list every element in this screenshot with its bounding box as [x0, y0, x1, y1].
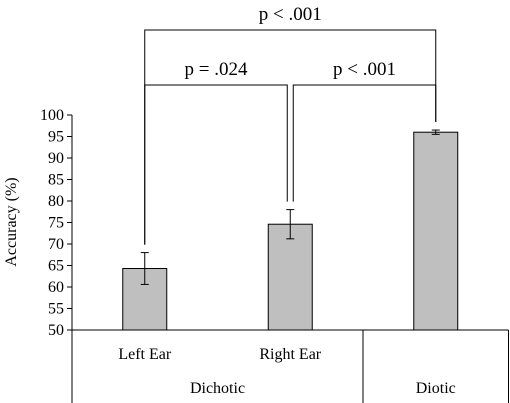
bar [413, 131, 459, 331]
significance-label: p < .001 [333, 59, 396, 80]
significance-bracket [144, 29, 437, 245]
bars-layer [122, 131, 459, 331]
chart-axes: 50 55 60 65 70 75 80 85 90 95 100 [40, 107, 509, 403]
y-tick-label: 85 [48, 172, 64, 189]
error-bars-layer [140, 129, 440, 285]
group-label: Diotic [416, 380, 456, 397]
y-tick-label: 90 [48, 150, 64, 167]
y-tick-label: 50 [48, 322, 64, 339]
y-tick-label: 70 [48, 236, 64, 253]
y-tick-label: 60 [48, 279, 64, 296]
category-labels: Left Ear Right Ear Dichotic Diotic [118, 346, 455, 397]
significance-label: p < .001 [259, 4, 322, 25]
y-tick-label: 80 [48, 193, 64, 210]
significance-label: p = .024 [185, 59, 248, 80]
y-tick-label: 100 [40, 107, 64, 124]
y-axis-label: Accuracy (%) [3, 177, 20, 266]
significance-bracket [144, 84, 288, 245]
y-tick-label: 95 [48, 129, 64, 146]
group-label: Dichotic [190, 380, 245, 397]
bar [267, 223, 313, 331]
y-tick-label: 55 [48, 301, 64, 318]
y-tick-label: 75 [48, 215, 64, 232]
y-tick-label: 65 [48, 258, 64, 275]
x-tick-label: Right Ear [259, 346, 321, 363]
significance-brackets: p = .024 p < .001 p < .001 [144, 4, 437, 245]
x-tick-label: Left Ear [118, 346, 172, 363]
